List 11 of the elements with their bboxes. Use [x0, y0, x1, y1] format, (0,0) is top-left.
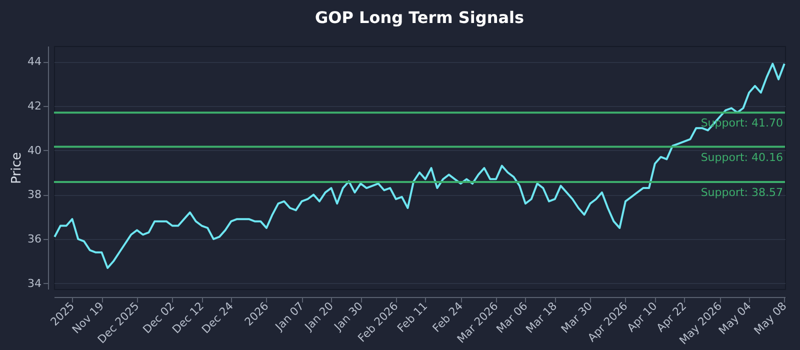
line-series	[54, 62, 786, 269]
y-tick-label: 42	[28, 99, 42, 112]
ref-line-label: Support: 38.57	[700, 186, 783, 200]
y-tick-label: 34	[28, 276, 42, 290]
y-tick-label: 40	[28, 144, 42, 157]
y-tick-label: 38	[28, 188, 42, 202]
y-axis-title: Price	[10, 152, 25, 184]
ref-line-label: Support: 40.16	[700, 150, 783, 164]
y-tick-label: 44	[28, 55, 42, 68]
y-tick-label: 36	[28, 232, 42, 246]
chart-title: GOP Long Term Signals	[314, 8, 524, 27]
